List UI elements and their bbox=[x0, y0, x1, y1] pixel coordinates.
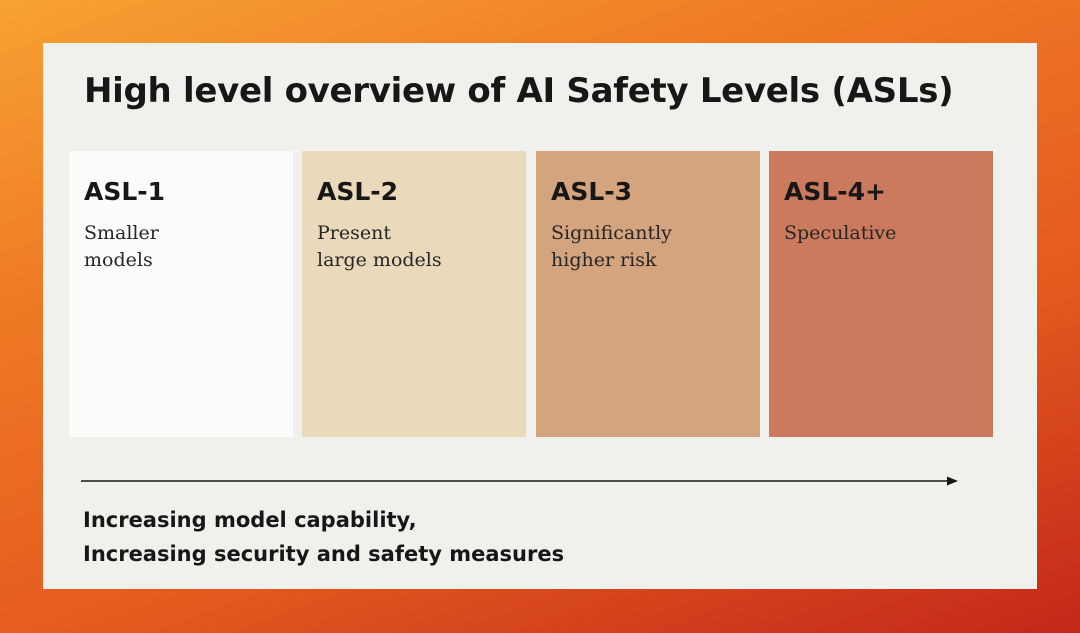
overview-card: High level overview of AI Safety Levels … bbox=[43, 43, 1037, 589]
level-description: Present large models bbox=[317, 222, 442, 271]
level-box-asl-2: ASL-2 Present large models bbox=[302, 151, 526, 437]
level-description: Smaller models bbox=[84, 222, 159, 271]
level-name: ASL-2 bbox=[317, 177, 399, 206]
level-description: Significantly higher risk bbox=[551, 222, 672, 271]
level-box-asl-1: ASL-1 Smaller models bbox=[69, 151, 293, 437]
level-name: ASL-4+ bbox=[784, 177, 887, 206]
level-description: Speculative bbox=[784, 222, 897, 244]
level-box-asl-3: ASL-3 Significantly higher risk bbox=[536, 151, 760, 437]
asl-levels: ASL-1 Smaller models ASL-2 Present large… bbox=[69, 151, 993, 437]
progression-caption: Increasing model capability, Increasing … bbox=[83, 503, 564, 571]
level-box-asl-4: ASL-4+ Speculative bbox=[769, 151, 993, 437]
progression-arrow-icon bbox=[81, 476, 958, 486]
level-name: ASL-3 bbox=[551, 177, 633, 206]
page-title: High level overview of AI Safety Levels … bbox=[84, 71, 954, 111]
caption-line-security: Increasing security and safety measures bbox=[83, 542, 565, 566]
caption-line-capability: Increasing model capability, bbox=[83, 508, 417, 532]
level-name: ASL-1 bbox=[84, 177, 166, 206]
